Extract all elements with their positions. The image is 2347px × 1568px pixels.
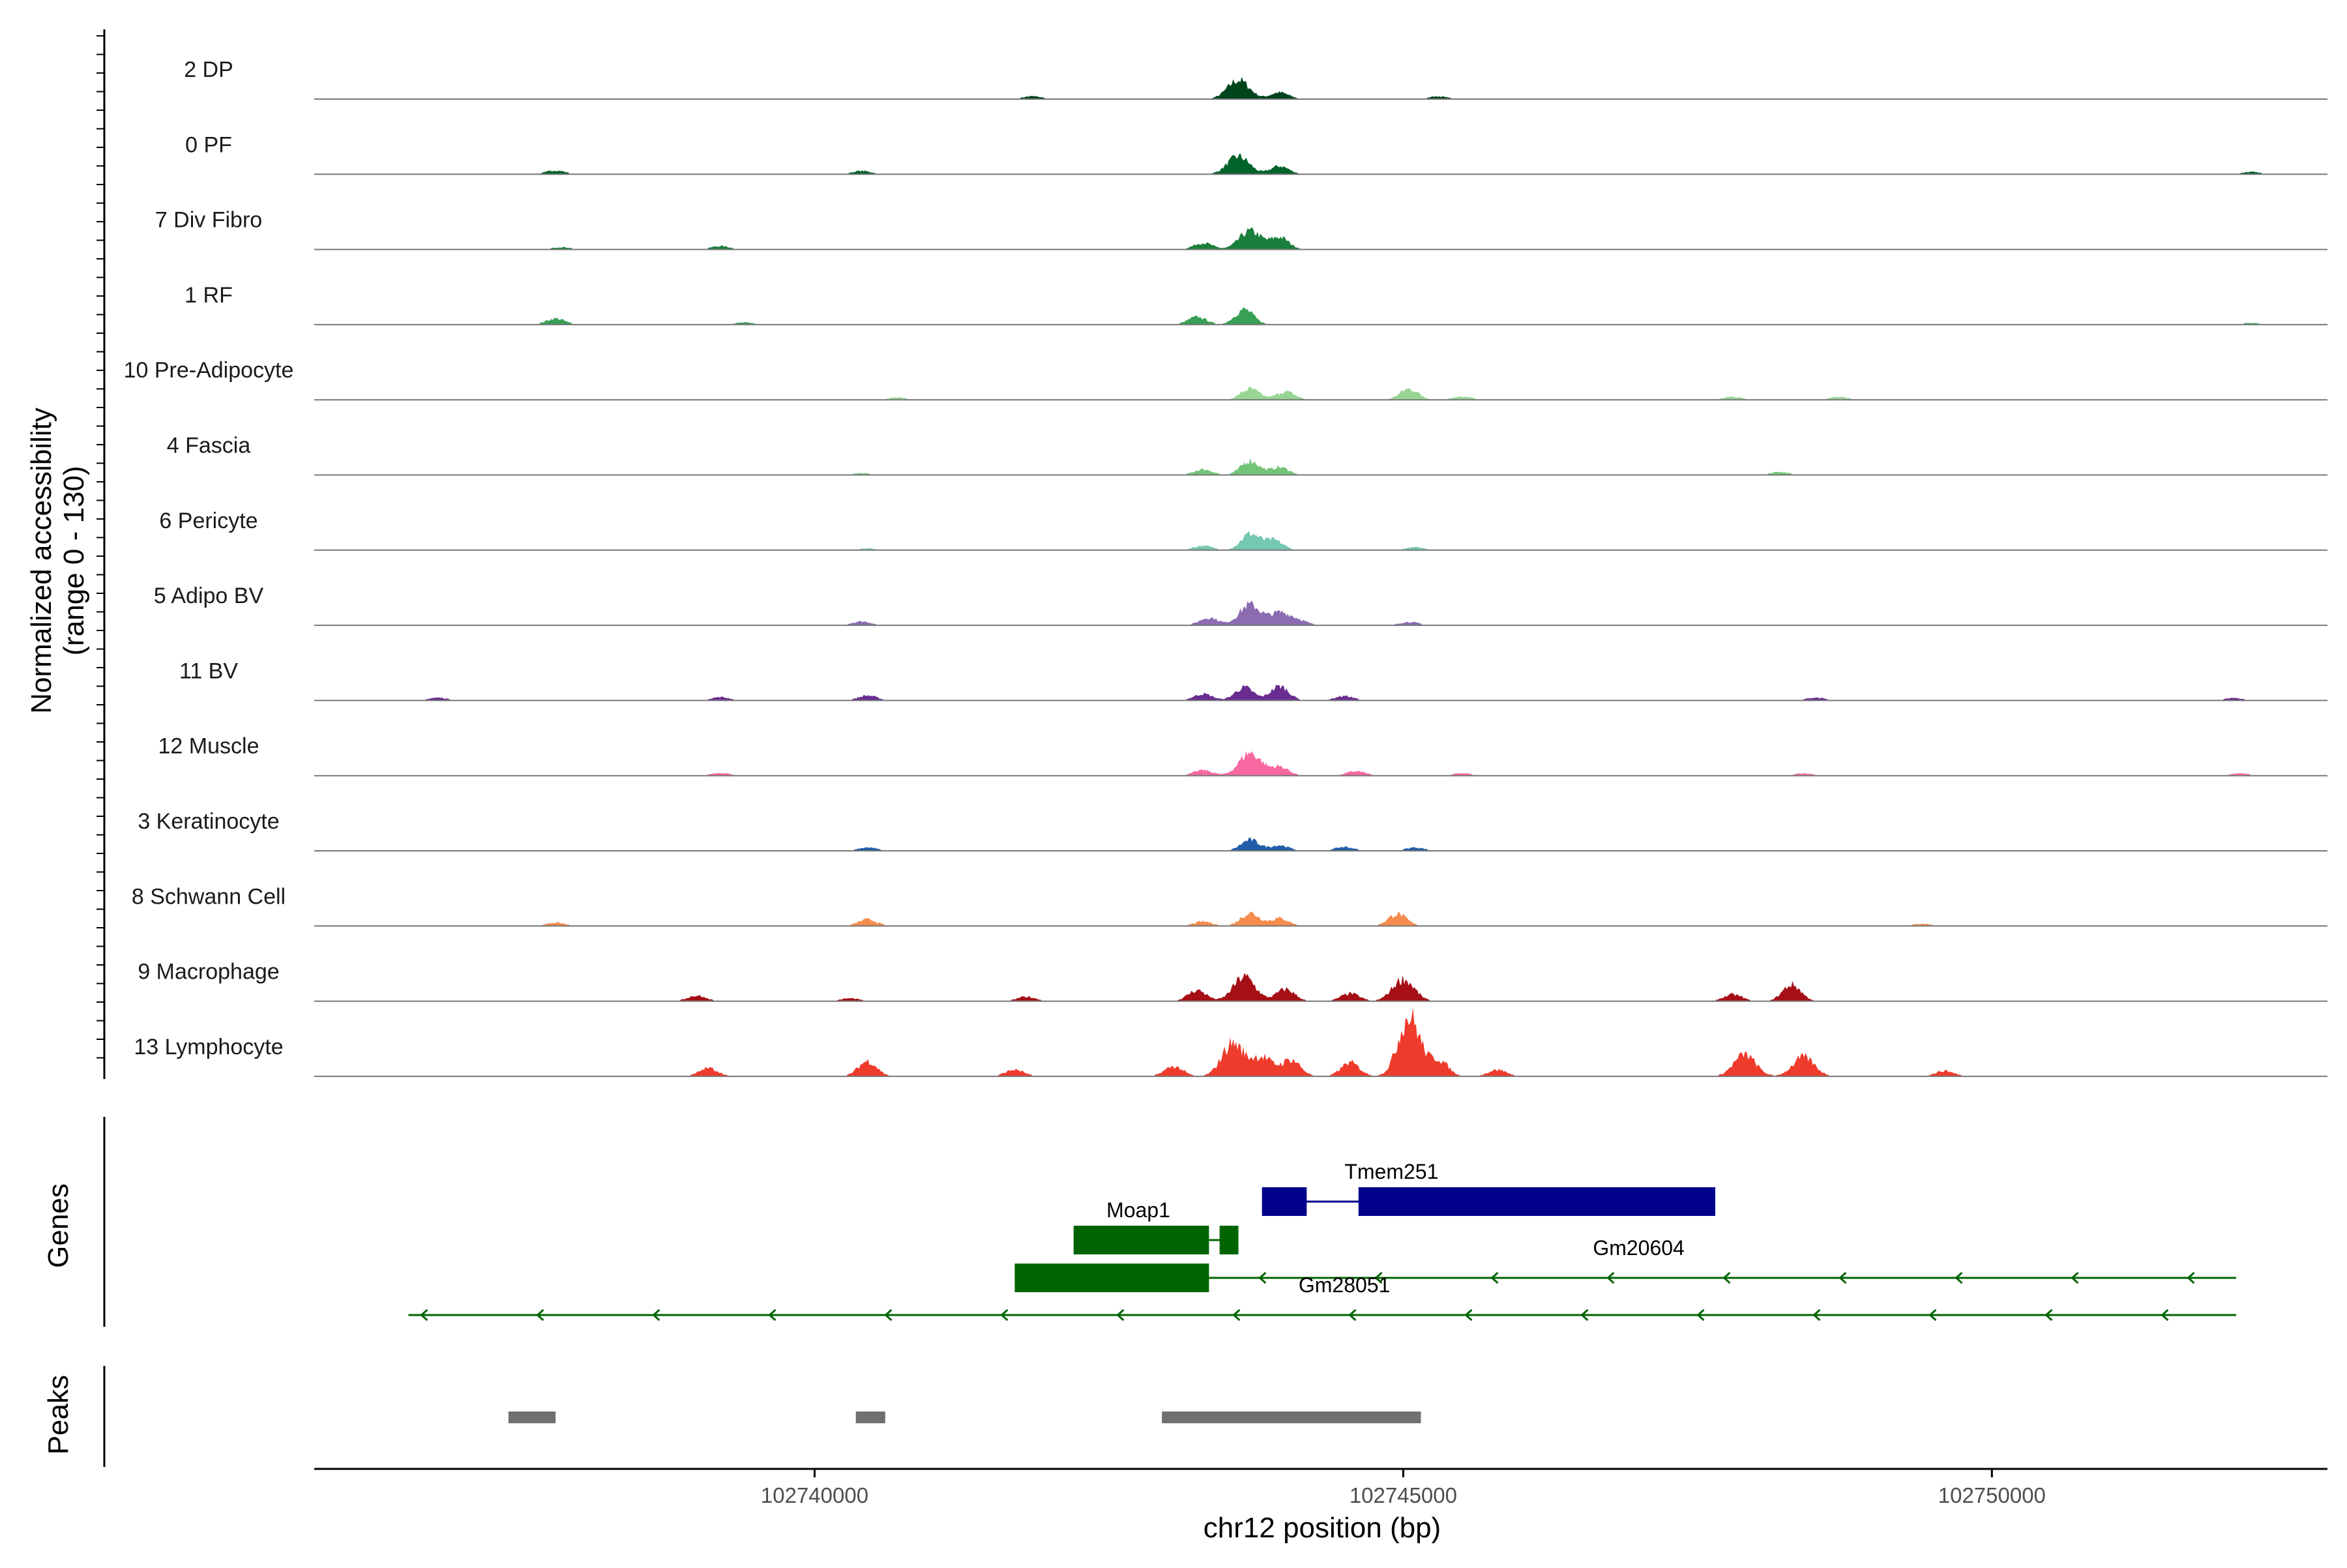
- track-label: 13 Lymphocyte: [134, 1035, 283, 1059]
- strand-arrow: [1000, 1309, 1009, 1322]
- coverage-area: [314, 76, 2327, 100]
- strand-arrow: [536, 1309, 544, 1322]
- strand-arrow: [1928, 1309, 1937, 1322]
- x-axis-title: chr12 position (bp): [1203, 1512, 1441, 1544]
- track-8-schwann-cell: 8 Schwann Cell: [132, 884, 2327, 927]
- strand-arrow: [652, 1309, 660, 1322]
- coverage-area: [314, 531, 2327, 551]
- gene-track: Tmem251 Moap1 Gm20604 Gm28051: [408, 1160, 2236, 1322]
- coverage-area: [314, 685, 2327, 701]
- gene-moap1: Moap1: [1073, 1198, 1239, 1254]
- strand-arrow: [1606, 1271, 1615, 1284]
- peak-region: [855, 1412, 885, 1423]
- strand-arrow: [1490, 1271, 1499, 1284]
- gene-label: Tmem251: [1344, 1160, 1438, 1183]
- track-9-macrophage: 9 Macrophage: [138, 960, 2327, 1002]
- track-label: 5 Adipo BV: [154, 584, 264, 608]
- strand-arrow: [1838, 1271, 1847, 1284]
- y-axis-title-line-1: Normalized accessibility: [25, 407, 57, 713]
- strand-arrow: [884, 1309, 893, 1322]
- strand-arrow: [1116, 1309, 1125, 1322]
- strand-arrow: [1580, 1309, 1589, 1322]
- track-11-bv: 11 BV: [179, 658, 2327, 702]
- gene-label: Gm28051: [1299, 1273, 1391, 1297]
- track-label: 0 PF: [185, 132, 232, 157]
- track-10-pre-adipocyte: 10 Pre-Adipocyte: [124, 358, 2327, 401]
- track-label: 1 RF: [185, 283, 233, 308]
- coverage-area: [314, 1009, 2327, 1077]
- gene-gm28051: Gm28051: [408, 1273, 2236, 1322]
- coverage-area: [314, 600, 2327, 626]
- strand-arrow: [1722, 1271, 1731, 1284]
- y-axis-title-line-2: (range 0 - 130): [58, 466, 90, 655]
- track-1-rf: 1 RF: [185, 283, 2327, 325]
- x-axis: 102740000 102745000 102750000: [314, 1468, 2327, 1507]
- strand-arrow: [2044, 1309, 2053, 1322]
- coverage-area: [314, 153, 2327, 175]
- track-label: 7 Div Fibro: [155, 208, 262, 233]
- track-label: 12 Muscle: [158, 734, 259, 759]
- gene-exon: [1014, 1264, 1209, 1292]
- coverage-area: [314, 387, 2327, 400]
- track-2-dp: 2 DP: [184, 57, 2327, 100]
- coverage-tracks: 2 DP 0 PF 7 Div Fibro 1 RF 10 Pre-Adipocyte 4…: [124, 57, 2327, 1077]
- strand-arrow: [2071, 1271, 2079, 1284]
- strand-arrow: [1696, 1309, 1705, 1322]
- track-13-lymphocyte: 13 Lymphocyte: [134, 1009, 2327, 1077]
- coverage-area: [314, 751, 2327, 776]
- strand-arrow: [768, 1309, 776, 1322]
- track-0-pf: 0 PF: [185, 132, 2327, 175]
- genes-panel-label: Genes: [42, 1183, 74, 1268]
- track-12-muscle: 12 Muscle: [158, 734, 2327, 777]
- strand-arrow: [1955, 1271, 1963, 1284]
- gene-exon: [1262, 1187, 1307, 1216]
- track-label: 10 Pre-Adipocyte: [124, 358, 294, 383]
- track-label: 8 Schwann Cell: [132, 884, 286, 909]
- strand-arrow: [1232, 1309, 1241, 1322]
- coverage-area: [314, 911, 2327, 926]
- strand-arrow: [1464, 1309, 1473, 1322]
- x-tick-label: 102750000: [1938, 1483, 2046, 1507]
- track-7-div-fibro: 7 Div Fibro: [155, 208, 2327, 250]
- coverage-area: [314, 837, 2327, 851]
- track-label: 4 Fascia: [167, 434, 251, 458]
- track-label: 3 Keratinocyte: [138, 809, 279, 834]
- track-label: 9 Macrophage: [138, 960, 279, 984]
- strand-arrow: [2187, 1271, 2195, 1284]
- peak-region: [508, 1412, 556, 1423]
- coverage-area: [314, 972, 2327, 1001]
- gene-exon: [1358, 1187, 1715, 1216]
- track-label: 2 DP: [184, 57, 233, 82]
- x-tick-label: 102740000: [761, 1483, 868, 1507]
- coverage-area: [314, 227, 2327, 250]
- peaks-panel-label: Peaks: [42, 1375, 74, 1455]
- track-3-keratinocyte: 3 Keratinocyte: [138, 809, 2327, 851]
- strand-arrow: [1374, 1271, 1383, 1284]
- coverage-area: [314, 307, 2327, 325]
- x-tick-label: 102745000: [1350, 1483, 1457, 1507]
- peak-region: [1162, 1412, 1421, 1423]
- gene-label: Gm20604: [1593, 1236, 1685, 1260]
- peak-track: [508, 1412, 1421, 1423]
- track-6-pericyte: 6 Pericyte: [159, 509, 2327, 551]
- track-label: 6 Pericyte: [159, 509, 258, 533]
- coverage-area: [314, 458, 2327, 475]
- track-label: 11 BV: [179, 658, 238, 683]
- gene-exon: [1219, 1226, 1239, 1254]
- track-4-fascia: 4 Fascia: [167, 434, 2327, 476]
- gene-label: Moap1: [1106, 1198, 1170, 1222]
- strand-arrow: [420, 1309, 428, 1322]
- strand-arrow: [1812, 1309, 1821, 1322]
- gene-tmem251: Tmem251: [1262, 1160, 1715, 1216]
- track-5-adipo-bv: 5 Adipo BV: [154, 584, 2327, 627]
- y-axis: [96, 29, 106, 1467]
- strand-arrow: [2161, 1309, 2169, 1322]
- gene-gm20604: Gm20604: [1014, 1236, 2236, 1292]
- strand-arrow: [1348, 1309, 1357, 1322]
- gene-exon: [1073, 1226, 1209, 1254]
- strand-arrow: [1258, 1271, 1267, 1284]
